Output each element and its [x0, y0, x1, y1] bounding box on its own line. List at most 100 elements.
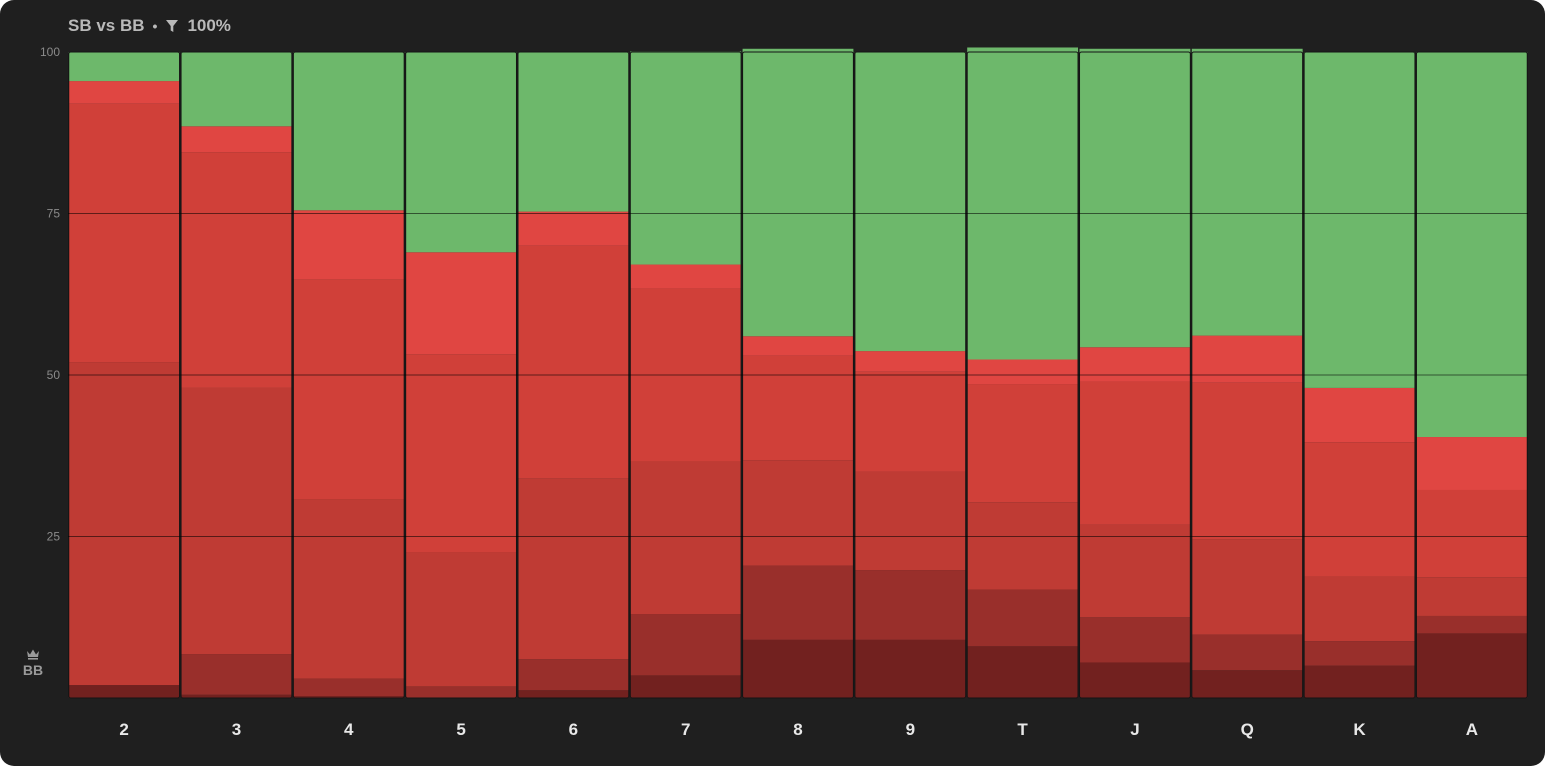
bar-segment-K-0 — [1304, 665, 1415, 698]
x-tick-label-8: 8 — [793, 720, 802, 739]
bar-segment-A-5 — [1416, 52, 1528, 438]
bar-segment-4-3 — [293, 279, 405, 500]
x-tick-label-6: 6 — [569, 720, 578, 739]
x-tick-label-7: 7 — [681, 720, 690, 739]
bar-segment-8-2 — [742, 460, 854, 566]
bar-segment-4-0 — [293, 696, 405, 698]
x-tick-label-5: 5 — [456, 720, 465, 739]
bar-segment-9-5 — [854, 52, 966, 352]
bar-segment-2-0 — [68, 685, 180, 698]
bar-segment-3-1 — [181, 654, 292, 695]
bar-segment-4-5 — [293, 52, 405, 211]
bar-segment-8-3 — [742, 355, 854, 461]
bar-segment-T-5 — [967, 47, 1079, 360]
bar-segment-8-4 — [742, 336, 854, 356]
bar-segment-Q-1 — [1191, 634, 1303, 671]
bar-segment-8-1 — [742, 565, 854, 640]
bar-segment-3-4 — [181, 126, 292, 153]
y-tick-label-50: 50 — [47, 368, 61, 382]
bar-segment-2-5 — [68, 52, 180, 82]
y-tick-label-75: 75 — [47, 207, 61, 221]
bar-segment-Q-0 — [1191, 670, 1303, 698]
bar-segment-7-0 — [630, 675, 742, 698]
bar-segment-6-2 — [517, 478, 629, 660]
bar-segment-Q-4 — [1191, 335, 1303, 383]
bar-segment-6-3 — [517, 245, 629, 479]
x-tick-label-T: T — [1017, 720, 1028, 739]
bar-segment-K-2 — [1304, 576, 1415, 642]
bar-segment-6-1 — [517, 659, 629, 691]
bar-segment-9-3 — [854, 371, 966, 472]
bar-segment-2-3 — [68, 103, 180, 363]
bar-segment-K-3 — [1304, 442, 1415, 577]
bar-segment-5-2 — [405, 552, 517, 687]
bar-segment-3-3 — [181, 152, 292, 388]
crown-icon — [27, 649, 39, 660]
bar-segment-Q-2 — [1191, 539, 1303, 635]
bar-segment-A-0 — [1416, 633, 1528, 698]
x-tick-label-4: 4 — [344, 720, 354, 739]
bar-segment-J-0 — [1079, 662, 1191, 698]
bar-segment-9-1 — [854, 570, 966, 640]
player-label: BB — [18, 648, 48, 678]
bar-segment-5-5 — [405, 52, 517, 253]
bar-segment-6-0 — [517, 690, 629, 698]
x-tick-label-A: A — [1466, 720, 1478, 739]
bar-segment-2-4 — [68, 81, 180, 104]
bar-segment-8-0 — [742, 639, 854, 698]
bar-segment-T-2 — [967, 502, 1079, 590]
bar-segment-J-4 — [1079, 347, 1191, 382]
bar-segment-7-2 — [630, 461, 742, 615]
bar-segment-7-1 — [630, 614, 742, 676]
bar-segment-T-1 — [967, 589, 1079, 647]
bar-segment-J-5 — [1079, 48, 1191, 348]
bar-segment-K-1 — [1304, 641, 1415, 666]
y-tick-label-100: 100 — [40, 45, 60, 59]
bar-segment-A-1 — [1416, 615, 1528, 634]
bar-segment-4-2 — [293, 499, 405, 679]
bar-segment-A-2 — [1416, 577, 1528, 616]
x-tick-label-9: 9 — [906, 720, 915, 739]
bar-segment-A-3 — [1416, 489, 1528, 578]
bar-segment-9-4 — [854, 351, 966, 372]
bar-segment-9-2 — [854, 471, 966, 571]
bar-segment-Q-3 — [1191, 382, 1303, 540]
bar-segment-4-4 — [293, 210, 405, 280]
bar-segment-6-5 — [517, 52, 629, 212]
bar-segment-T-4 — [967, 359, 1079, 385]
bar-segment-3-5 — [181, 52, 292, 127]
y-tick-label-25: 25 — [47, 530, 61, 544]
filter-value: 100% — [187, 16, 231, 35]
bar-segment-J-2 — [1079, 524, 1191, 618]
bar-segment-J-3 — [1079, 381, 1191, 525]
bar-segment-6-4 — [517, 211, 629, 246]
bar-segment-A-4 — [1416, 437, 1528, 490]
filter-icon — [166, 20, 179, 32]
bar-segment-K-4 — [1304, 387, 1415, 443]
bar-segment-J-1 — [1079, 617, 1191, 663]
bar-segment-9-0 — [854, 639, 966, 698]
bar-segment-7-5 — [630, 51, 742, 265]
bar-segment-2-2 — [68, 362, 180, 686]
x-tick-label-3: 3 — [232, 720, 241, 739]
bar-segment-5-1 — [405, 686, 517, 698]
bar-segment-T-0 — [967, 646, 1079, 698]
bar-segment-4-1 — [293, 678, 405, 697]
bar-segment-3-2 — [181, 387, 292, 655]
x-tick-label-K: K — [1353, 720, 1366, 739]
chart-header: SB vs BB • 100% — [68, 16, 231, 36]
x-tick-label-2: 2 — [119, 720, 128, 739]
bar-segment-8-5 — [742, 48, 854, 337]
bar-segment-T-3 — [967, 384, 1079, 503]
header-separator: • — [152, 18, 158, 34]
bar-segment-K-5 — [1304, 52, 1415, 388]
x-tick-label-J: J — [1130, 720, 1139, 739]
bar-segment-5-3 — [405, 354, 517, 553]
player-name: BB — [22, 662, 44, 678]
x-tick-label-Q: Q — [1241, 720, 1254, 739]
bar-segment-Q-5 — [1191, 48, 1303, 336]
bar-segment-7-4 — [630, 264, 742, 289]
matchup-title: SB vs BB — [68, 16, 145, 35]
